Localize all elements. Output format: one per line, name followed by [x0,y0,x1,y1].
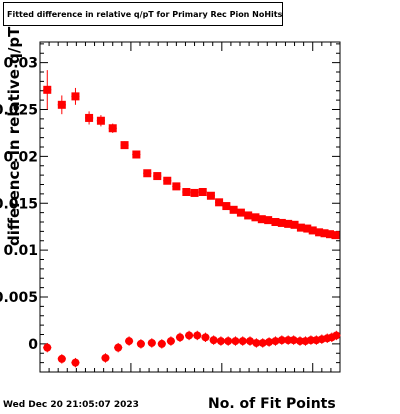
data-point-square [198,188,207,196]
data-point-square [206,191,215,200]
data-point-square [331,231,340,240]
data-point-square [71,92,80,101]
data-point-circle [332,331,341,340]
data-point-square [190,188,199,197]
data-point-circle [43,343,52,352]
data-point-square [43,85,52,94]
data-point-circle [289,336,298,345]
y-tick-label: 0.005 [0,290,38,306]
data-point-circle [231,337,240,346]
data-point-circle [147,338,156,347]
data-point-square [120,141,129,150]
y-tick-labels: 0 0.005 0.01 0.015 0.02 0.025 0.03 [0,56,38,353]
data-point-square [296,223,305,232]
data-point-square [284,219,293,228]
y-tick-label: 0.03 [3,56,38,72]
data-point-square [96,116,105,125]
data-point-circle [201,333,210,342]
data-point-square [271,218,280,226]
plot-frame [39,41,341,373]
data-point-circle [271,337,280,346]
data-point-square [182,188,191,196]
data-point-square [244,211,253,220]
data-point-square [229,205,238,214]
data-point-circle [246,337,254,346]
y-tick-label: 0.025 [0,103,38,119]
data-point-square [132,150,141,159]
data-point-square [236,208,245,217]
data-point-circle [125,337,134,346]
data-point-circle [258,338,267,347]
data-point-circle [57,354,66,363]
data-point-circle [166,337,175,346]
series-squares [43,70,340,240]
data-point-square [303,224,312,233]
data-point-square [153,172,162,181]
data-point-circle [136,339,145,348]
data-point-square [251,213,260,222]
data-point-circle [176,333,184,342]
y-tick-label: 0 [28,337,38,353]
data-point-square [172,182,181,191]
data-point-square [57,100,66,109]
data-point-circle [265,338,274,346]
data-point-circle [71,358,80,367]
chart-title: Fitted difference in relative q/pT for P… [3,2,283,26]
data-point-circle [209,336,218,345]
data-point-circle [224,337,233,346]
data-point-square [264,216,273,225]
data-point-square [163,176,172,185]
data-point-circle [157,339,166,348]
series-circles [43,330,341,368]
data-point-square [308,226,317,235]
data-point-circle [216,337,225,346]
data-point-square [85,113,94,122]
data-point-circle [185,331,194,340]
data-point-circle [193,331,202,340]
x-axis-label: No. of Fit Points [208,396,336,412]
data-series-layer [43,70,341,368]
data-point-square [108,124,117,133]
data-point-circle [277,336,286,345]
data-point-square [290,220,299,229]
data-point-square [143,169,152,178]
data-point-square [315,228,324,237]
tick-layer [40,42,340,373]
data-point-square [277,218,286,227]
data-point-square [222,202,231,211]
y-tick-label: 0.015 [0,196,38,212]
data-point-circle [114,343,123,352]
data-point-square [320,229,329,238]
data-point-circle [238,337,247,346]
data-point-circle [101,353,110,362]
y-tick-label: 0.01 [3,243,38,259]
data-point-square [326,230,334,239]
data-point-square [215,198,224,207]
data-point-square [257,215,266,224]
data-point-circle [252,338,261,347]
timestamp: Wed Dec 20 21:05:07 2023 [3,400,139,410]
y-axis-label: difference in relative q/pT [5,26,23,246]
y-tick-label: 0.02 [3,149,38,165]
